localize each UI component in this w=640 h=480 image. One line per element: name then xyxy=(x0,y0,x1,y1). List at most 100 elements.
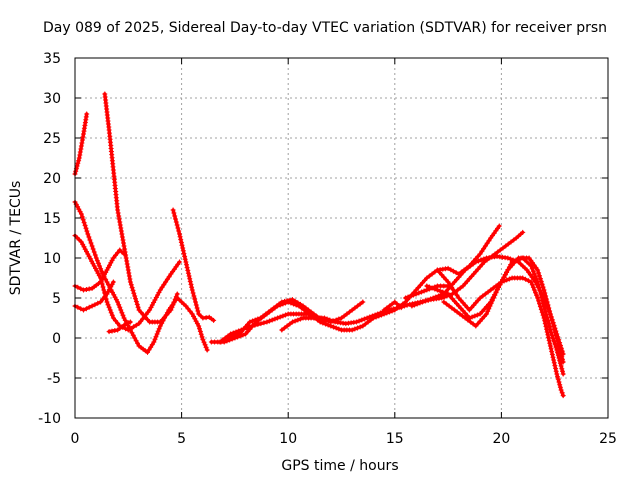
data-point xyxy=(555,374,560,380)
data-point xyxy=(560,371,566,377)
data-point xyxy=(115,299,121,305)
data-point xyxy=(357,324,363,330)
data-point xyxy=(420,299,425,305)
data-point xyxy=(450,268,456,274)
x-axis-label: GPS time / hours xyxy=(281,458,398,474)
data-point xyxy=(178,239,184,245)
data-point xyxy=(468,263,473,269)
data-point xyxy=(536,285,542,291)
data-point xyxy=(424,287,430,293)
data-point xyxy=(119,234,125,240)
data-point xyxy=(274,303,279,309)
data-point xyxy=(132,335,138,341)
data-point xyxy=(77,149,83,155)
data-point xyxy=(540,284,546,290)
data-point xyxy=(268,307,274,313)
data-point xyxy=(352,326,358,332)
data-point xyxy=(414,301,420,307)
data-point xyxy=(271,305,277,311)
series-track-8 xyxy=(106,319,133,335)
data-point xyxy=(557,346,563,352)
data-point xyxy=(129,285,135,291)
data-point xyxy=(541,303,547,309)
data-point xyxy=(462,315,468,321)
data-point xyxy=(197,328,203,334)
data-point xyxy=(462,267,468,273)
data-point xyxy=(192,296,198,302)
data-point xyxy=(182,256,188,262)
data-point xyxy=(145,349,150,355)
data-point xyxy=(264,319,270,325)
data-point xyxy=(177,231,182,237)
data-point xyxy=(493,290,499,296)
data-point xyxy=(135,340,140,346)
data-point xyxy=(228,334,234,340)
data-point xyxy=(500,245,506,251)
data-point xyxy=(106,304,112,310)
data-point xyxy=(125,327,131,333)
data-point xyxy=(303,305,309,311)
data-point xyxy=(520,229,526,235)
data-point xyxy=(110,279,116,285)
y-tick-label: 0 xyxy=(52,331,61,347)
data-point xyxy=(389,301,395,307)
data-point xyxy=(80,217,86,223)
series-track-6 xyxy=(72,247,127,293)
data-point xyxy=(180,248,186,254)
data-point xyxy=(507,265,513,271)
data-point xyxy=(558,387,564,393)
data-point xyxy=(189,284,195,290)
data-point xyxy=(344,311,350,317)
data-point xyxy=(484,311,489,317)
data-point xyxy=(91,249,97,255)
data-point xyxy=(291,301,296,307)
data-point xyxy=(279,327,285,333)
data-point xyxy=(433,294,439,300)
data-point xyxy=(550,320,556,326)
data-point xyxy=(474,312,480,318)
data-point xyxy=(403,295,408,301)
data-point xyxy=(432,269,438,275)
data-point xyxy=(544,329,550,335)
data-point xyxy=(405,294,411,300)
data-point xyxy=(78,211,84,217)
data-point xyxy=(163,279,169,285)
data-point xyxy=(482,243,488,249)
data-point xyxy=(360,299,366,305)
data-point xyxy=(183,303,189,309)
data-point xyxy=(372,312,378,318)
data-point xyxy=(425,297,431,303)
data-point xyxy=(73,168,79,174)
data-point xyxy=(549,317,555,323)
data-point xyxy=(440,289,446,295)
data-point xyxy=(551,323,557,329)
data-point xyxy=(133,299,139,305)
data-point xyxy=(295,300,301,306)
data-point xyxy=(445,265,451,271)
data-point xyxy=(436,293,441,299)
data-point xyxy=(544,299,550,305)
data-point xyxy=(98,299,104,305)
y-tick-labels: -10 -5 0 5 10 15 20 25 30 35 xyxy=(38,51,61,427)
data-point xyxy=(560,359,566,365)
data-point xyxy=(186,273,192,279)
data-point xyxy=(83,306,89,312)
data-point xyxy=(367,314,373,320)
data-point xyxy=(83,287,89,292)
data-point xyxy=(105,302,111,308)
data-point xyxy=(457,285,463,291)
data-point xyxy=(422,298,428,304)
data-point xyxy=(487,303,493,309)
data-point xyxy=(298,316,303,322)
data-point xyxy=(546,337,552,343)
data-point xyxy=(559,354,565,360)
data-point xyxy=(255,316,261,322)
data-point xyxy=(540,312,546,318)
data-point xyxy=(547,340,553,346)
data-point xyxy=(255,321,261,327)
data-point xyxy=(76,158,82,164)
data-point xyxy=(544,326,550,332)
data-point xyxy=(475,297,481,303)
data-point xyxy=(282,298,287,304)
data-point xyxy=(477,295,483,301)
